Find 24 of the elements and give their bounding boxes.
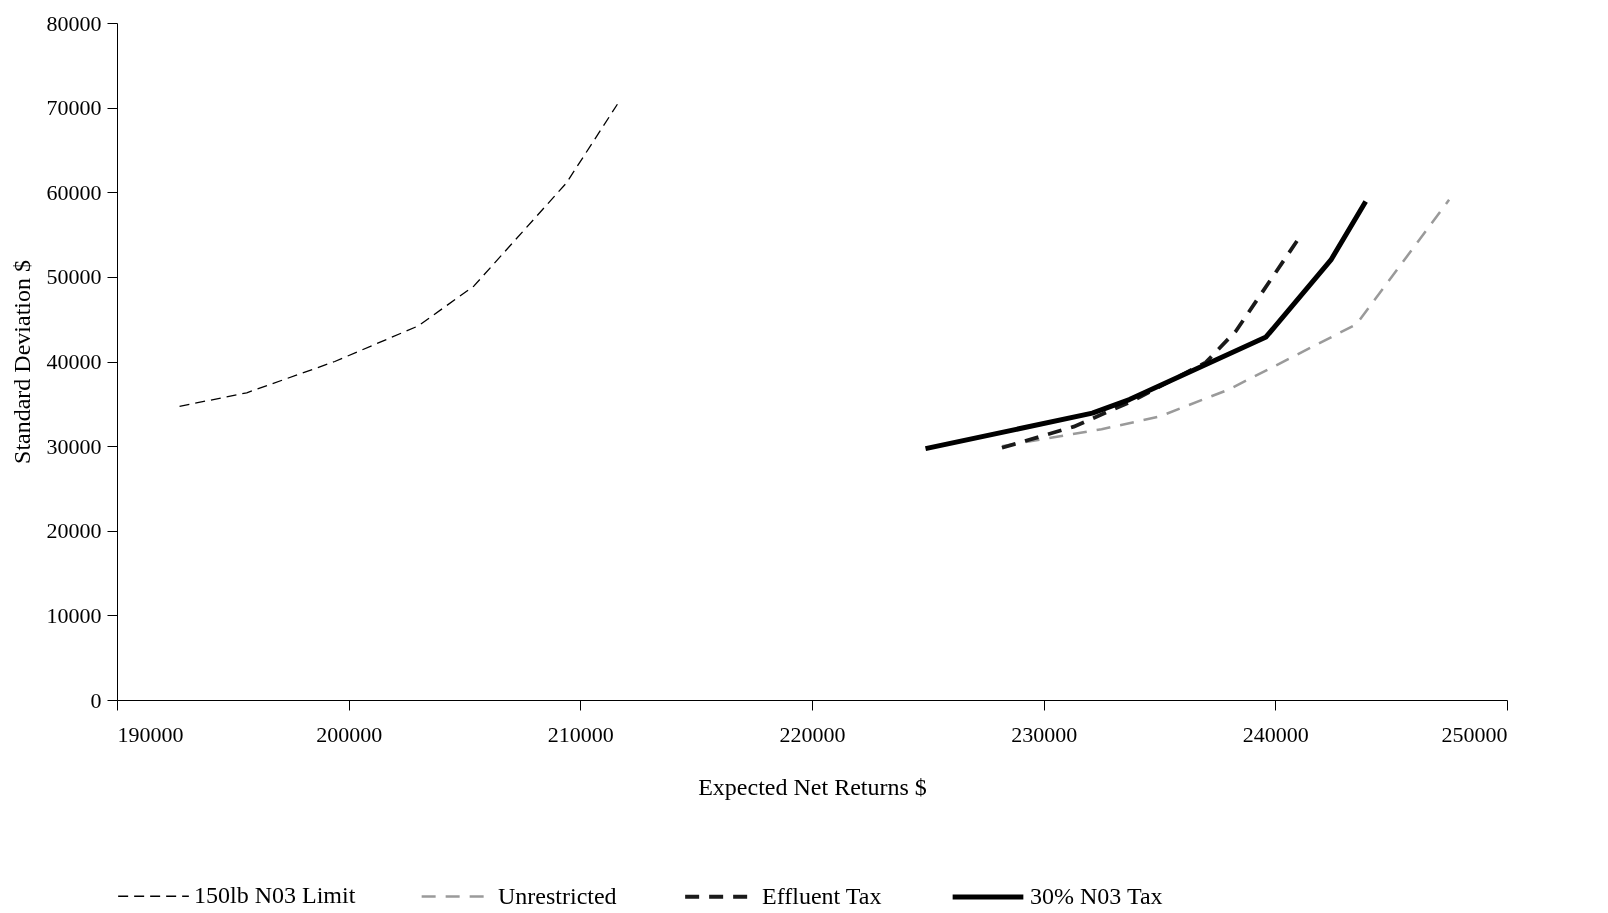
- legend-label: Unrestricted: [498, 882, 617, 909]
- legend-label: Effluent Tax: [762, 882, 882, 909]
- y-tick-label: 20000: [46, 518, 102, 544]
- y-tick-label: 0: [90, 687, 102, 713]
- x-tick-label: 250000: [1441, 721, 1508, 747]
- x-tick-label: 220000: [779, 721, 846, 747]
- y-tick-label: 10000: [46, 602, 102, 628]
- legend-label: 30% N03 Tax: [1030, 883, 1163, 909]
- y-tick-label: 50000: [46, 264, 102, 290]
- y-tick-label: 60000: [46, 179, 102, 205]
- y-tick-label: 40000: [46, 349, 102, 374]
- x-tick-label: 190000: [117, 721, 184, 747]
- x-tick-label: 210000: [547, 721, 614, 747]
- y-axis-title: Standard Deviation $: [8, 260, 35, 464]
- legend-label: 150lb N03 Limit: [194, 882, 356, 909]
- x-tick-label: 240000: [1242, 721, 1309, 747]
- x-tick-label: 230000: [1011, 721, 1078, 747]
- line-series: [1000, 198, 1451, 448]
- y-tick-label: 80000: [46, 10, 102, 36]
- y-tick-label: 70000: [46, 95, 102, 121]
- line-series: [178, 103, 619, 407]
- x-tick-label: 200000: [316, 721, 383, 747]
- y-tick-label: 30000: [46, 433, 102, 459]
- x-axis-title: Expected Net Returns $: [698, 773, 927, 800]
